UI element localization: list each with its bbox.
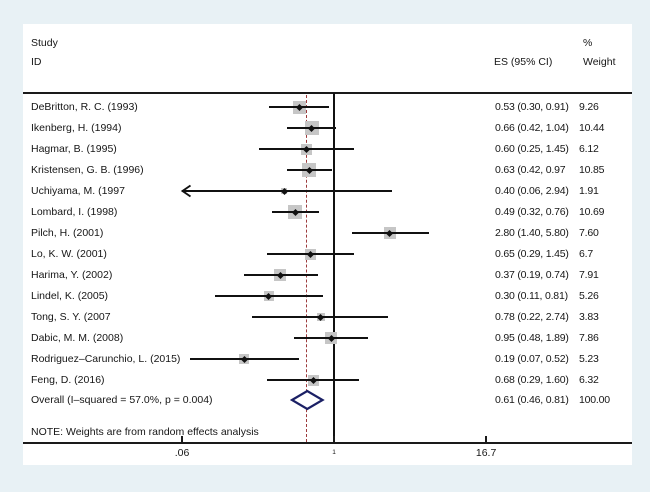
es-ci-value: 0.61 (0.46, 0.81) [495, 394, 569, 406]
study-label: Kristensen, G. B. (1996) [31, 164, 144, 176]
null-effect-line [333, 93, 335, 442]
weight-value: 9.26 [579, 101, 599, 113]
plot-panel [23, 24, 632, 465]
weight-value: 6.7 [579, 248, 593, 260]
weight-value: 10.44 [579, 122, 605, 134]
column-header-study: Study [31, 37, 58, 49]
x-axis-tick [485, 436, 487, 442]
column-header-percent: % [583, 37, 593, 49]
es-ci-value: 0.65 (0.29, 1.45) [495, 248, 569, 260]
es-ci-value: 0.49 (0.32, 0.76) [495, 206, 569, 218]
x-axis-line [23, 442, 632, 444]
study-label: Harima, Y. (2002) [31, 269, 113, 281]
es-ci-value: 2.80 (1.40, 5.80) [495, 227, 569, 239]
study-label: Ikenberg, H. (1994) [31, 122, 122, 134]
study-label: Lo, K. W. (2001) [31, 248, 107, 260]
overall-label: Overall (I–squared = 57.0%, p = 0.004) [31, 394, 213, 406]
es-ci-value: 0.68 (0.29, 1.60) [495, 374, 569, 386]
es-ci-value: 0.53 (0.30, 0.91) [495, 101, 569, 113]
x-axis-tick-label: 1 [332, 449, 336, 456]
weight-value: 10.69 [579, 206, 605, 218]
x-axis-tick-label: 16.7 [475, 447, 497, 459]
weight-value: 100.00 [579, 394, 610, 406]
es-ci-value: 0.66 (0.42, 1.04) [495, 122, 569, 134]
header-divider-line [23, 92, 632, 94]
x-axis-tick [181, 436, 183, 442]
footnote: NOTE: Weights are from random effects an… [31, 426, 259, 438]
es-ci-value: 0.37 (0.19, 0.74) [495, 269, 569, 281]
weight-value: 6.12 [579, 143, 599, 155]
weight-value: 3.83 [579, 311, 599, 323]
study-label: Hagmar, B. (1995) [31, 143, 117, 155]
es-ci-value: 0.19 (0.07, 0.52) [495, 353, 569, 365]
es-ci-value: 0.60 (0.25, 1.45) [495, 143, 569, 155]
weight-value: 6.32 [579, 374, 599, 386]
weight-value: 5.26 [579, 290, 599, 302]
weight-value: 10.85 [579, 164, 605, 176]
study-label: Feng, D. (2016) [31, 374, 105, 386]
x-axis-tick [333, 436, 335, 442]
column-header-weight: Weight [583, 56, 616, 68]
es-ci-value: 0.63 (0.42, 0.97 [495, 164, 566, 176]
weight-value: 7.60 [579, 227, 599, 239]
overall-diamond [289, 389, 325, 411]
study-label: Tong, S. Y. (2007 [31, 311, 111, 323]
study-label: Dabic, M. M. (2008) [31, 332, 124, 344]
es-ci-value: 0.95 (0.48, 1.89) [495, 332, 569, 344]
x-axis-tick-label: .06 [174, 447, 190, 459]
weight-value: 7.86 [579, 332, 599, 344]
study-label: DeBritton, R. C. (1993) [31, 101, 138, 113]
column-header-es: ES (95% CI) [494, 56, 553, 68]
study-label: Uchiyama, M. (1997 [31, 185, 125, 197]
weight-value: 1.91 [579, 185, 599, 197]
column-header-id: ID [31, 56, 42, 68]
weight-value: 7.91 [579, 269, 599, 281]
es-ci-value: 0.40 (0.06, 2.94) [495, 185, 569, 197]
study-label: Rodriguez–Carunchio, L. (2015) [31, 353, 181, 365]
weight-value: 5.23 [579, 353, 599, 365]
overall-estimate-dashed-line [306, 95, 308, 442]
study-label: Lombard, I. (1998) [31, 206, 118, 218]
es-ci-value: 0.78 (0.22, 2.74) [495, 311, 569, 323]
study-label: Lindel, K. (2005) [31, 290, 109, 302]
es-ci-value: 0.30 (0.11, 0.81) [495, 290, 568, 302]
study-label: Pilch, H. (2001) [31, 227, 104, 239]
